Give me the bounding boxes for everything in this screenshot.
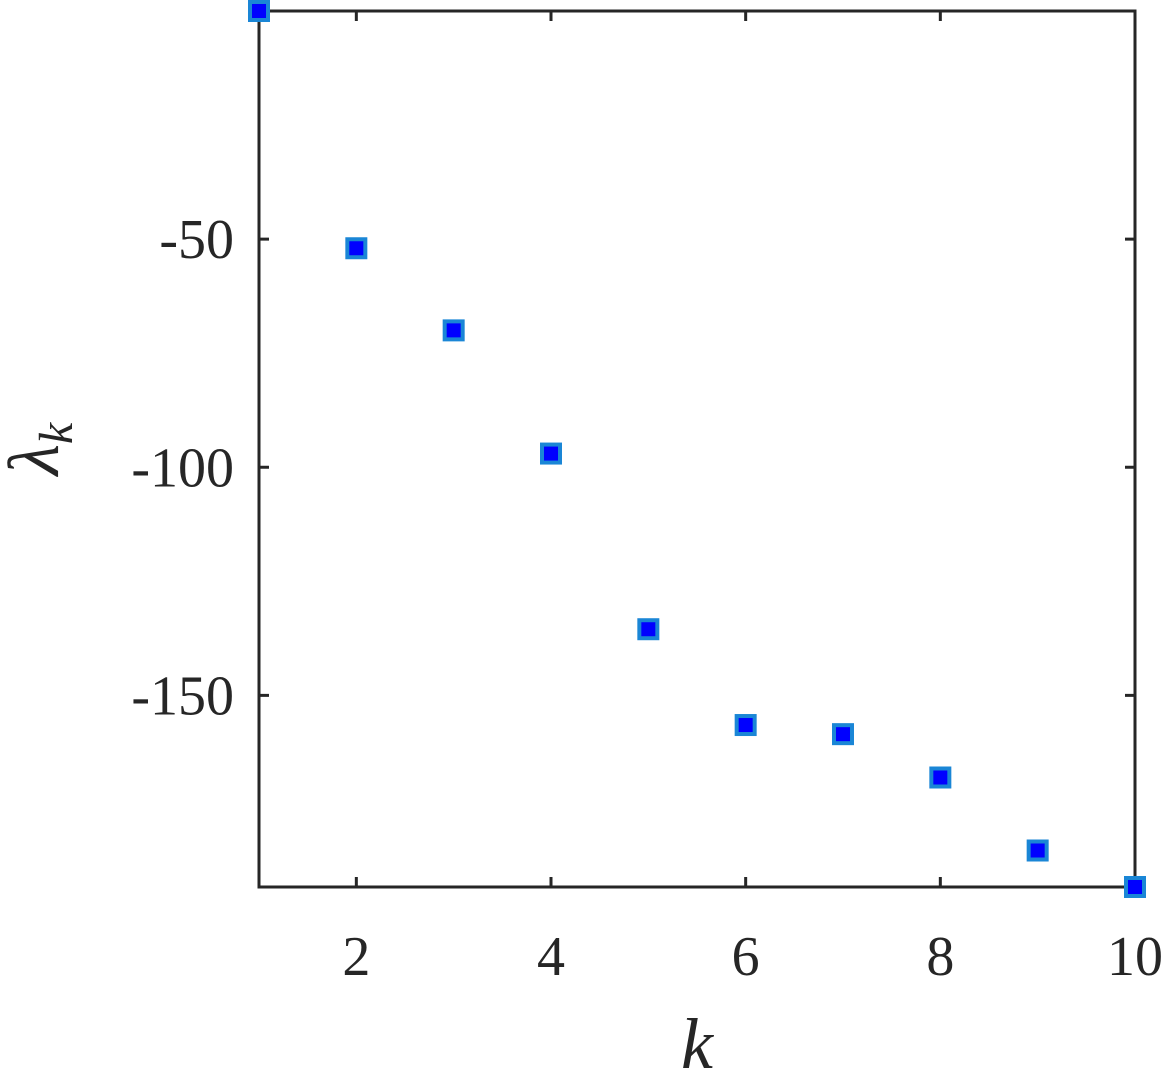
y-tick-label: -50 [159, 209, 234, 271]
plot-area-box [257, 9, 1137, 889]
x-tick-label: 6 [732, 926, 760, 988]
axis-ticks [259, 11, 1137, 887]
svg-text:λk: λk [0, 421, 83, 477]
x-axis-label: k [681, 1004, 715, 1075]
data-markers [248, 0, 1146, 898]
data-point [442, 319, 465, 342]
data-point [637, 618, 660, 641]
x-tick-label: 4 [537, 926, 565, 988]
x-tick-label: 2 [342, 926, 370, 988]
data-point [832, 723, 854, 746]
x-tick-label: 8 [926, 926, 954, 988]
data-point [1124, 876, 1146, 898]
x-tick-labels: 2 4 6 8 10 [342, 926, 1163, 988]
y-tick-label: -100 [131, 437, 234, 499]
x-tick-label: 10 [1107, 926, 1163, 988]
y-axis-label-subscript: k [30, 421, 83, 444]
data-point [734, 714, 757, 737]
y-tick-labels: -50 -100 -150 [131, 209, 234, 727]
y-tick-label: -150 [131, 665, 234, 727]
data-point [540, 442, 562, 465]
y-axis-label: λ [0, 444, 74, 477]
data-point [929, 766, 952, 789]
data-point [248, 0, 270, 22]
data-point [345, 237, 368, 260]
y-axis-label-group: λk [0, 421, 83, 477]
data-point [1026, 839, 1049, 862]
